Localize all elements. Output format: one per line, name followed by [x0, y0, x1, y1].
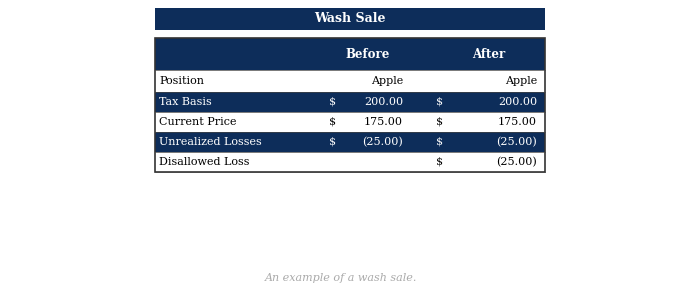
Text: 175.00: 175.00 — [364, 117, 403, 127]
Text: (25.00): (25.00) — [497, 157, 537, 167]
Text: Tax Basis: Tax Basis — [159, 97, 212, 107]
Text: 200.00: 200.00 — [498, 97, 537, 107]
Bar — [155, 8, 545, 30]
Text: Current Price: Current Price — [159, 117, 236, 127]
Text: $: $ — [329, 137, 337, 147]
Bar — [155, 38, 545, 70]
Text: An example of a wash sale.: An example of a wash sale. — [265, 273, 418, 283]
Bar — [155, 152, 545, 172]
Text: Apple: Apple — [371, 76, 403, 86]
Bar — [155, 38, 545, 172]
Text: $: $ — [329, 97, 337, 107]
Text: 200.00: 200.00 — [364, 97, 403, 107]
Text: Disallowed Loss: Disallowed Loss — [159, 157, 249, 167]
Text: $: $ — [436, 137, 443, 147]
Bar — [155, 70, 545, 92]
Bar — [155, 92, 545, 112]
Text: After: After — [472, 47, 505, 60]
Text: $: $ — [436, 117, 443, 127]
Text: Position: Position — [159, 76, 204, 86]
Text: (25.00): (25.00) — [362, 137, 403, 147]
Text: Apple: Apple — [505, 76, 537, 86]
Bar — [155, 112, 545, 132]
Text: (25.00): (25.00) — [497, 137, 537, 147]
Text: 175.00: 175.00 — [498, 117, 537, 127]
Text: $: $ — [436, 157, 443, 167]
Bar — [155, 132, 545, 152]
Text: Unrealized Losses: Unrealized Losses — [159, 137, 262, 147]
Text: Wash Sale: Wash Sale — [314, 13, 386, 26]
Text: $: $ — [329, 117, 337, 127]
Text: Before: Before — [346, 47, 390, 60]
Text: $: $ — [436, 97, 443, 107]
